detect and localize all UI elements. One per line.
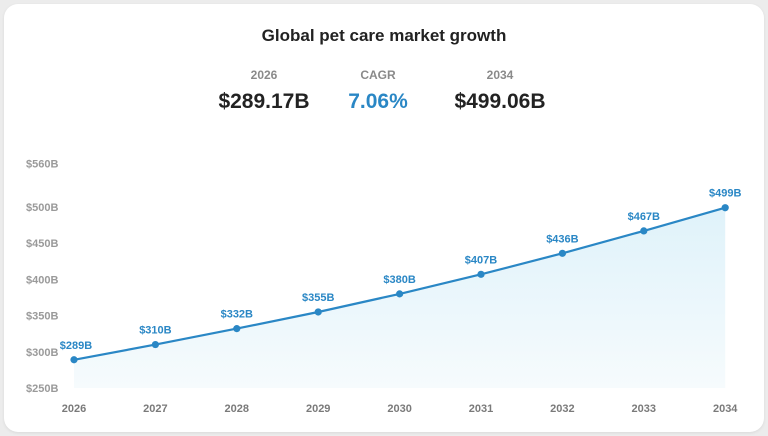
x-tick-label: 2034 — [713, 403, 738, 415]
area-fill — [74, 207, 726, 388]
x-tick-label: 2032 — [550, 403, 574, 415]
y-tick-label: $250B — [26, 383, 58, 395]
data-labels: $289B $310B $332B $355B $380B $407B $436B $467B… — [60, 188, 742, 352]
x-tick-label: 2033 — [632, 403, 656, 415]
x-tick-label: 2027 — [143, 403, 167, 415]
data-points — [70, 204, 729, 364]
data-point — [640, 227, 648, 235]
data-point — [70, 356, 78, 364]
x-tick-label: 2030 — [387, 403, 411, 415]
data-label: $310B — [139, 325, 171, 337]
y-axis: $250B $300B $350B $400B $450B $500B $560B — [26, 159, 58, 395]
x-tick-label: 2029 — [306, 403, 330, 415]
data-point — [396, 290, 404, 298]
data-point — [314, 308, 322, 316]
data-point — [151, 340, 159, 349]
data-label: $289B — [60, 340, 92, 352]
data-point — [477, 270, 485, 278]
data-point — [233, 325, 241, 333]
stat-start-label: 2026 — [250, 68, 278, 82]
y-tick-label: $560B — [26, 159, 58, 171]
data-label: $436B — [546, 233, 578, 245]
stat-cagr: CAGR 7.06% — [318, 68, 438, 114]
y-tick-label: $450B — [26, 238, 58, 250]
data-label: $499B — [709, 188, 741, 200]
y-tick-label: $400B — [26, 274, 58, 286]
stat-cagr-label: CAGR — [360, 68, 396, 82]
x-tick-label: 2031 — [469, 403, 493, 415]
data-label: $380B — [383, 274, 415, 286]
data-point — [721, 204, 729, 212]
stat-cagr-value: 7.06% — [348, 90, 408, 113]
x-axis: 2026 2027 2028 2029 2030 2031 2032 2033 2034 — [62, 403, 739, 415]
y-tick-label: $350B — [26, 311, 58, 323]
stat-start: 2026 $289.17B — [204, 68, 324, 114]
stat-start-value: $289.17B — [218, 90, 310, 113]
data-point — [558, 249, 567, 257]
stat-end-value: $499.06B — [454, 90, 546, 113]
y-tick-label: $300B — [26, 347, 58, 359]
data-label: $332B — [221, 309, 253, 321]
data-label: $407B — [465, 254, 497, 266]
chart-title: Global pet care market growth — [261, 26, 507, 45]
stat-end-label: 2034 — [486, 68, 514, 82]
stat-end: 2034 $499.06B — [440, 68, 560, 114]
data-label: $467B — [628, 211, 660, 223]
data-label: $355B — [302, 292, 334, 304]
x-tick-label: 2028 — [225, 403, 249, 415]
y-tick-label: $500B — [26, 202, 58, 214]
x-tick-label: 2026 — [62, 403, 86, 415]
